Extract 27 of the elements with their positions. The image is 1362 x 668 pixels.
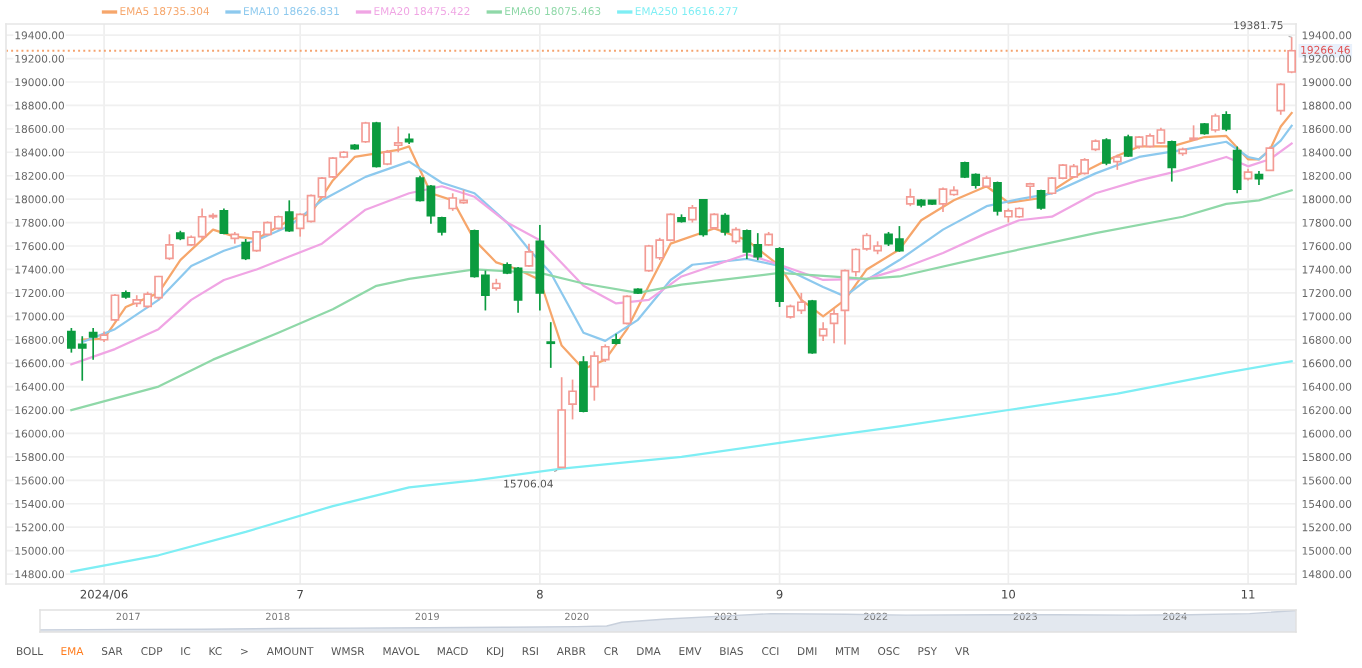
candlestick bbox=[1276, 82, 1286, 116]
candlestick bbox=[1167, 139, 1177, 183]
candlestick bbox=[372, 120, 381, 169]
candlestick bbox=[110, 293, 120, 322]
candlestick bbox=[219, 207, 229, 236]
candlestick bbox=[165, 233, 174, 261]
candlestick bbox=[1265, 145, 1275, 172]
candlestick bbox=[1221, 110, 1231, 133]
candlestick bbox=[622, 294, 632, 326]
candlestick bbox=[1123, 133, 1133, 158]
candlestick bbox=[829, 308, 839, 345]
candlestick bbox=[546, 321, 556, 369]
candlestick bbox=[720, 212, 730, 237]
candlestick bbox=[393, 125, 403, 154]
candlestick bbox=[1232, 145, 1242, 195]
line-series bbox=[70, 360, 1293, 573]
candlestick bbox=[284, 199, 294, 233]
line-series bbox=[70, 189, 1293, 412]
candlestick bbox=[993, 180, 1002, 217]
candlestick bbox=[1287, 36, 1296, 75]
candlestick bbox=[818, 321, 828, 342]
candlestick bbox=[698, 198, 708, 238]
candlestick bbox=[241, 238, 251, 261]
candlestick bbox=[88, 327, 98, 361]
candlestick bbox=[1102, 137, 1111, 167]
candlestick bbox=[568, 378, 577, 421]
candlestick bbox=[1210, 112, 1220, 134]
